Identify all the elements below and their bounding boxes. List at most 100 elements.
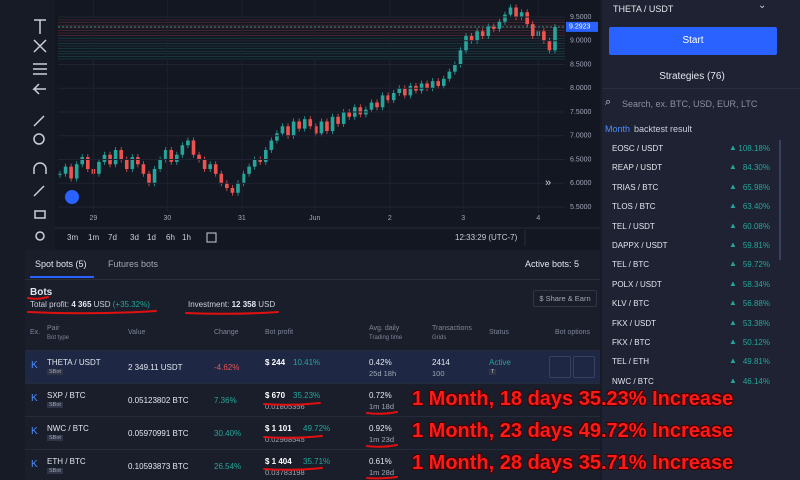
scroll-button[interactable]: » — [545, 177, 551, 189]
pair: ETH / BTC — [47, 457, 86, 466]
x-tick-label: 30 — [163, 215, 171, 222]
tab-underline — [30, 276, 94, 278]
up-arrow: ▲ — [729, 356, 737, 366]
back-tool[interactable] — [32, 83, 46, 95]
bot-type: SBot — [47, 468, 63, 474]
candle — [263, 150, 268, 162]
strategy-change: 108.18% — [738, 144, 770, 153]
timeframe-button[interactable]: 6h — [166, 233, 175, 242]
toolbar-icons — [32, 19, 47, 241]
pair: THETA / USDT — [47, 358, 101, 367]
candle — [202, 159, 207, 170]
pattern-tool[interactable] — [33, 39, 47, 53]
annotation: 1 Month, 18 days 35.23% Increase — [412, 388, 734, 410]
avg-daily: 0.61% — [369, 457, 392, 466]
candle — [213, 164, 218, 174]
magnet-tool[interactable] — [33, 162, 47, 174]
bot-profit: $ 1 404 — [265, 457, 292, 466]
candle — [358, 107, 363, 115]
th: Bot type — [47, 335, 70, 341]
eye-tool[interactable] — [35, 231, 45, 241]
underline — [366, 476, 398, 480]
underline — [263, 402, 321, 406]
amount: 4 365 — [71, 300, 92, 309]
change: 7.36% — [214, 396, 237, 405]
logo-badge — [65, 190, 79, 204]
candle — [469, 36, 474, 41]
candle — [80, 157, 85, 165]
search-input[interactable]: Search, ex. BTC, USD, EUR, LTC — [622, 99, 758, 109]
row-divider — [25, 449, 600, 450]
x-tick-label: 31 — [238, 215, 246, 222]
underline — [366, 444, 398, 448]
underline — [263, 435, 323, 439]
candle — [336, 116, 340, 124]
bot-profit-pct: 35.71% — [303, 457, 331, 466]
strategy-pair: FKX / BTC — [612, 338, 651, 347]
candle — [330, 116, 335, 132]
bots-title: Bots — [30, 287, 53, 298]
timeframe-button[interactable]: 3d — [130, 233, 139, 242]
text-tool[interactable] — [34, 19, 46, 34]
timeframe-button[interactable]: 1d — [147, 233, 156, 242]
futures-tab[interactable]: Futures bots — [108, 259, 159, 269]
candle — [547, 40, 552, 51]
drawing-toolbar — [0, 0, 55, 250]
value: 0.05970991 BTC — [128, 429, 189, 438]
candle — [236, 183, 240, 193]
candle — [147, 173, 151, 184]
th: Value — [128, 329, 146, 336]
y-tick-label: 5.5000 — [570, 204, 592, 211]
pen-tool[interactable] — [33, 185, 45, 197]
period-link[interactable]: Month — [605, 124, 631, 134]
candle — [275, 133, 279, 141]
share-button[interactable]: $ Share & Earn — [533, 290, 597, 307]
th: Avg. daily — [369, 325, 400, 332]
active-bots[interactable]: Active bots: 5 — [525, 259, 580, 269]
spot-tab[interactable]: Spot bots (5) — [35, 259, 87, 269]
avg-daily: 0.42% — [369, 358, 392, 367]
stop-button[interactable] — [573, 356, 595, 378]
bot-profit-btc: 0.02968545 — [265, 435, 305, 444]
strategy-change: 56.88% — [742, 299, 770, 309]
candle — [403, 88, 407, 96]
fib-tool[interactable] — [33, 63, 47, 75]
candle — [97, 161, 101, 174]
bot-profit-pct: 10.41% — [293, 358, 321, 367]
search-icon: ⌕ — [605, 96, 612, 108]
bot-type: SBot — [47, 435, 63, 441]
timeframe-button[interactable]: 1m — [88, 233, 99, 242]
y-tick-label: 6.5000 — [570, 156, 592, 163]
bot-profit-btc: 0.01805356 — [265, 402, 305, 411]
candle — [180, 145, 185, 155]
strategy-change: 60.08% — [742, 221, 770, 231]
candle — [169, 150, 174, 162]
ruler-tool[interactable] — [33, 115, 45, 127]
candles — [58, 4, 557, 196]
value: 0.10593873 BTC — [128, 462, 189, 471]
lock-tool[interactable] — [34, 210, 46, 219]
label: Investment: — [188, 300, 230, 309]
candle — [252, 159, 257, 167]
strategy-change: 63.40% — [742, 202, 770, 212]
timeframe-button[interactable]: 3m — [67, 233, 78, 242]
up-arrow: ▲ — [729, 259, 737, 269]
date-range-icon — [206, 232, 217, 243]
candle — [152, 169, 157, 184]
timeframe-button[interactable]: 1h — [182, 233, 191, 242]
strategy-pair: REAP / USDT — [612, 163, 663, 173]
trading-time: 1m 18d — [369, 402, 395, 411]
zoom-tool[interactable] — [33, 133, 45, 145]
avg-daily: 0.72% — [369, 391, 392, 400]
period-suffix: backtest result — [634, 124, 693, 134]
candle — [519, 12, 524, 18]
candle — [269, 140, 274, 151]
pair-select[interactable]: THETA / USDT — [613, 4, 674, 14]
last-price-label: 9.2923 — [569, 24, 591, 31]
candle — [369, 102, 374, 110]
stats-button[interactable] — [549, 356, 571, 378]
timeframe-button[interactable]: 7d — [108, 233, 117, 242]
y-tick-label: 7.5000 — [570, 109, 592, 116]
start-button[interactable]: Start — [609, 27, 777, 55]
x-tick-label: Jun — [309, 215, 320, 222]
